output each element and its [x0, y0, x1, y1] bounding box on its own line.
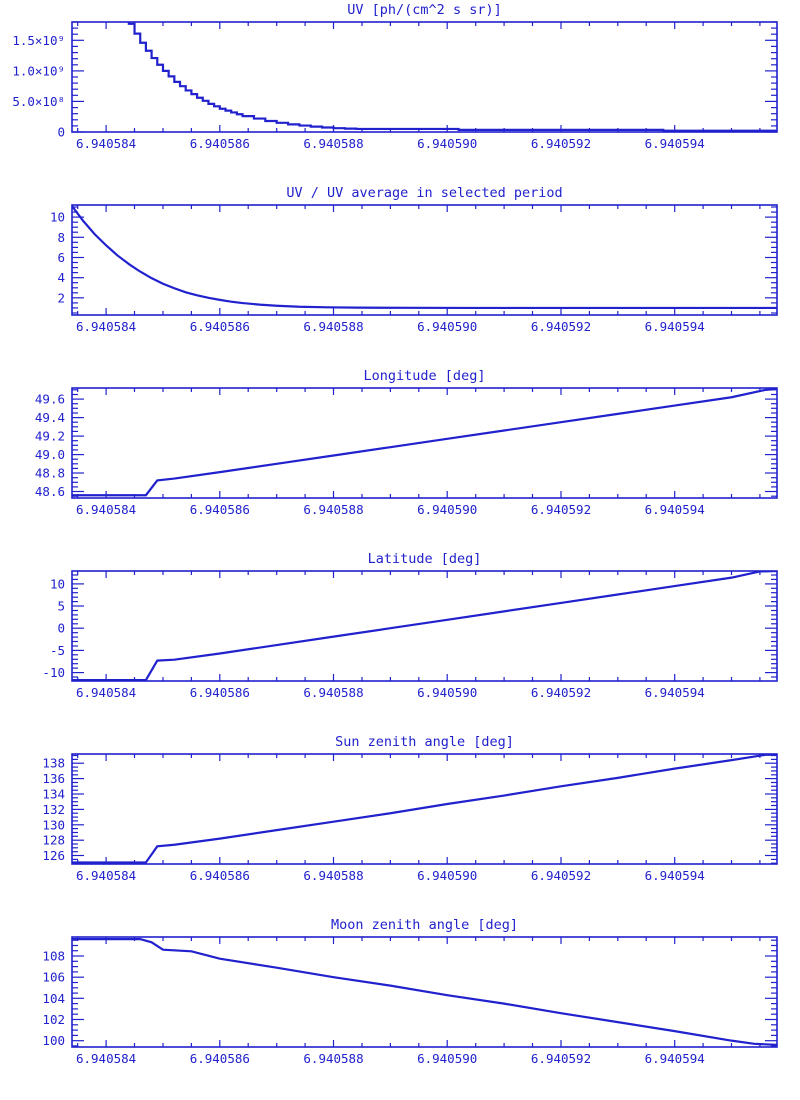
x-tick-label: 6.940590: [417, 868, 477, 883]
y-tick-label: 4: [57, 270, 65, 285]
y-tick-label: -5: [50, 643, 65, 658]
chart-title: UV [ph/(cm^2 s sr)]: [347, 2, 501, 18]
y-tick-label: 1.5×10⁹: [12, 33, 65, 48]
y-tick-label: 49.4: [35, 410, 65, 425]
plot-frame: [71, 21, 778, 133]
latitude-chart-panel: 6.940584 6.940586 6.940588 6.940590 6.940592…: [0, 549, 800, 732]
x-tick-label: 6.940594: [645, 502, 705, 517]
y-tick-label: 2: [57, 290, 65, 305]
x-tick-label: 6.940590: [417, 685, 477, 700]
moon-zenith-chart-panel: 6.940584 6.940586 6.940588 6.940590 6.940592…: [0, 915, 800, 1098]
x-tick-label: 6.940588: [303, 685, 363, 700]
y-tick-label: 126: [42, 848, 65, 863]
x-tick-label: 6.940588: [303, 502, 363, 517]
x-tick-label: 6.940594: [645, 868, 705, 883]
x-tick-label: 6.940594: [645, 1051, 705, 1066]
x-tick-label: 6.940590: [417, 1051, 477, 1066]
longitude-chart-svg: 6.940584 6.940586 6.940588 6.940590 6.940592…: [35, 368, 778, 517]
x-tick-label: 6.940590: [417, 502, 477, 517]
uv-ratio-chart-svg: 6.940584 6.940586 6.940588 6.940590 6.940592…: [50, 185, 778, 334]
y-tick-label: 100: [42, 1033, 65, 1048]
chart-title: Moon zenith angle [deg]: [331, 917, 518, 933]
chart-title: Longitude [deg]: [364, 368, 486, 384]
x-tick-label: 6.940594: [645, 319, 705, 334]
y-tick-label: 130: [42, 817, 65, 832]
x-tick-label: 6.940584: [76, 868, 136, 883]
y-tick-label: 132: [42, 802, 65, 817]
data-series-line: [127, 22, 777, 132]
plot-frame: [71, 570, 778, 682]
y-tick-label: 8: [57, 230, 65, 245]
y-tick-label: 128: [42, 833, 65, 848]
chart-title: Sun zenith angle [deg]: [335, 734, 514, 750]
x-tick-label: 6.940586: [190, 319, 250, 334]
uv-flux-chart-panel: 6.940584 6.940586 6.940588 6.940590 6.940592…: [0, 0, 800, 183]
y-tick-label: 5.0×10⁸: [12, 94, 65, 109]
x-tick-label: 6.940590: [417, 319, 477, 334]
data-series-line: [72, 571, 777, 681]
plot-frame: [71, 204, 778, 316]
chart-title: Latitude [deg]: [368, 551, 482, 567]
y-tick-label: 10: [50, 576, 65, 591]
x-tick-label: 6.940586: [190, 136, 250, 151]
moon-zenith-chart-svg: 6.940584 6.940586 6.940588 6.940590 6.940592…: [42, 917, 778, 1066]
x-tick-label: 6.940592: [531, 868, 591, 883]
y-tick-label: 0: [57, 125, 65, 140]
x-tick-label: 6.940592: [531, 1051, 591, 1066]
x-tick-label: 6.940586: [190, 1051, 250, 1066]
chart-title: UV / UV average in selected period: [286, 185, 562, 201]
x-tick-label: 6.940594: [645, 685, 705, 700]
x-tick-label: 6.940588: [303, 319, 363, 334]
x-tick-label: 6.940590: [417, 136, 477, 151]
plot-frame: [71, 387, 778, 499]
x-tick-label: 6.940592: [531, 685, 591, 700]
x-tick-label: 6.940588: [303, 136, 363, 151]
x-tick-label: 6.940584: [76, 1051, 136, 1066]
x-tick-label: 6.940594: [645, 136, 705, 151]
x-tick-label: 6.940592: [531, 319, 591, 334]
data-series-line: [72, 388, 777, 497]
uv-ratio-chart-panel: 6.940584 6.940586 6.940588 6.940590 6.940592…: [0, 183, 800, 366]
data-series-line: [72, 205, 777, 310]
y-tick-label: 48.8: [35, 466, 65, 481]
y-tick-label: 0: [57, 621, 65, 636]
x-tick-label: 6.940584: [76, 319, 136, 334]
x-tick-label: 6.940584: [76, 502, 136, 517]
x-tick-label: 6.940588: [303, 1051, 363, 1066]
y-tick-label: 49.0: [35, 447, 65, 462]
x-tick-label: 6.940592: [531, 136, 591, 151]
plot-frame: [71, 936, 778, 1048]
y-tick-label: 104: [42, 991, 65, 1006]
plot-frame: [71, 753, 778, 865]
y-tick-label: 5: [57, 599, 65, 614]
latitude-chart-svg: 6.940584 6.940586 6.940588 6.940590 6.940592…: [42, 551, 778, 700]
uv-flux-chart-svg: 6.940584 6.940586 6.940588 6.940590 6.940592…: [12, 2, 778, 151]
y-tick-label: 48.6: [35, 484, 65, 499]
y-tick-label: 49.2: [35, 429, 65, 444]
x-tick-label: 6.940586: [190, 685, 250, 700]
y-tick-label: 138: [42, 756, 65, 771]
sun-zenith-chart-svg: 6.940584 6.940586 6.940588 6.940590 6.940592…: [42, 734, 778, 883]
x-tick-label: 6.940584: [76, 685, 136, 700]
y-tick-label: 106: [42, 970, 65, 985]
x-tick-label: 6.940592: [531, 502, 591, 517]
y-tick-label: 6: [57, 250, 65, 265]
y-tick-label: 49.6: [35, 392, 65, 407]
y-tick-label: 108: [42, 949, 65, 964]
y-tick-label: 102: [42, 1012, 65, 1027]
x-tick-label: 6.940586: [190, 502, 250, 517]
data-series-line: [72, 754, 777, 864]
x-tick-label: 6.940588: [303, 868, 363, 883]
y-tick-label: 1.0×10⁹: [12, 63, 65, 78]
longitude-chart-panel: 6.940584 6.940586 6.940588 6.940590 6.940592…: [0, 366, 800, 549]
y-tick-label: -10: [42, 665, 65, 680]
sun-zenith-chart-panel: 6.940584 6.940586 6.940588 6.940590 6.940592…: [0, 732, 800, 915]
y-tick-label: 10: [50, 210, 65, 225]
x-tick-label: 6.940586: [190, 868, 250, 883]
y-tick-label: 136: [42, 771, 65, 786]
y-tick-label: 134: [42, 787, 65, 802]
data-series-line: [72, 938, 777, 1046]
x-tick-label: 6.940584: [76, 136, 136, 151]
